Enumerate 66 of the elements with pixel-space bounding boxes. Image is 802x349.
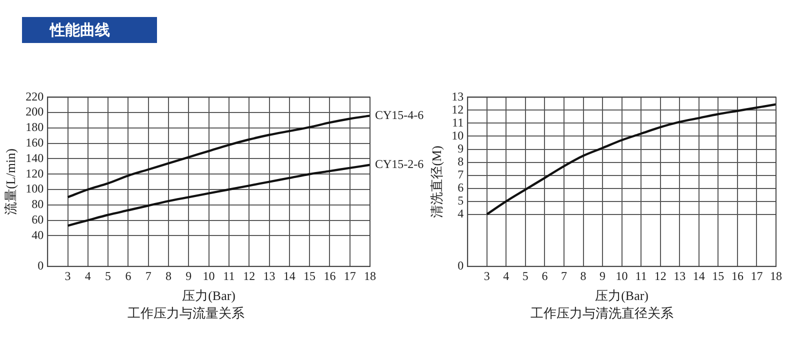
x-tick-label: 18 xyxy=(364,268,376,283)
x-tick-label: 5 xyxy=(522,268,528,283)
y-tick-label: 160 xyxy=(26,136,44,150)
x-tick-label: 8 xyxy=(166,268,172,283)
x-tick-label: 15 xyxy=(304,268,316,283)
y-tick-label: 80 xyxy=(32,197,44,212)
x-tick-label: 17 xyxy=(344,268,356,283)
x-tick-label: 4 xyxy=(84,268,91,283)
x-tick-label: 14 xyxy=(692,268,705,283)
line-series xyxy=(486,103,776,216)
x-tick-label: 12 xyxy=(243,268,256,283)
x-tick-label: 15 xyxy=(712,268,724,283)
y-tick-label: 5 xyxy=(458,193,464,208)
y-tick-label: 60 xyxy=(32,212,44,226)
x-tick-label: 11 xyxy=(635,268,647,283)
y-axis-title: 清洗直径(M) xyxy=(429,146,444,218)
x-tick-label: 7 xyxy=(560,268,567,283)
text: 性能曲线 xyxy=(22,17,157,43)
x-tick-label: 9 xyxy=(186,268,192,283)
x-axis-title: 压力(Bar) xyxy=(595,288,649,304)
x-tick-label: 13 xyxy=(263,268,276,283)
y-tick-label: 0 xyxy=(458,258,464,273)
y-tick-label: 6 xyxy=(458,180,464,194)
x-tick-label: 3 xyxy=(484,268,490,283)
y-tick-label: 140 xyxy=(26,150,44,165)
y-tick-label: 10 xyxy=(452,128,464,142)
y-tick-label: 200 xyxy=(26,104,44,119)
y-tick-label: 11 xyxy=(452,115,464,130)
y-tick-label: 7 xyxy=(458,167,464,182)
y-axis-title: 流量(L/min) xyxy=(3,148,18,216)
y-tick-label: 9 xyxy=(458,141,464,156)
x-tick-label: 6 xyxy=(542,268,548,283)
x-tick-label: 14 xyxy=(283,268,296,283)
x-tick-label: 12 xyxy=(654,268,666,283)
y-tick-label: 4 xyxy=(458,206,464,220)
x-tick-label: 6 xyxy=(125,268,132,283)
x-tick-label: 16 xyxy=(731,268,744,283)
x-tick-label: 3 xyxy=(64,268,71,283)
line-series xyxy=(66,114,370,198)
x-tick-label: 7 xyxy=(145,268,152,283)
x-tick-label: 4 xyxy=(503,268,510,283)
text: 工作压力与清洗直径关系 xyxy=(530,306,674,321)
x-tick-label: 10 xyxy=(202,268,215,283)
x-axis-title: 压力(Bar) xyxy=(182,288,236,304)
y-tick-label: 100 xyxy=(26,182,44,196)
x-tick-label: 17 xyxy=(750,268,763,283)
y-tick-label: 220 xyxy=(26,89,44,104)
y-tick-label: 120 xyxy=(26,166,44,180)
x-tick-label: 16 xyxy=(324,268,336,283)
y-tick-label: 13 xyxy=(452,89,464,104)
text: 工作压力与流量关系 xyxy=(128,306,244,321)
x-tick-label: 8 xyxy=(580,268,586,283)
x-tick-label: 10 xyxy=(616,268,628,283)
y-tick-label: 180 xyxy=(26,120,44,134)
y-tick-label: 40 xyxy=(32,228,44,242)
x-tick-label: 18 xyxy=(770,268,782,283)
series-label: CY15-4-6 xyxy=(375,108,424,122)
x-tick-label: 11 xyxy=(223,268,235,283)
x-tick-label: 5 xyxy=(105,268,112,283)
y-tick-label: 8 xyxy=(458,154,464,168)
y-tick-label: 0 xyxy=(38,258,44,273)
series-label: CY15-2-6 xyxy=(375,157,424,172)
x-tick-label: 13 xyxy=(674,268,686,283)
x-tick-label: 9 xyxy=(600,268,606,283)
y-tick-label: 12 xyxy=(452,102,464,116)
line-series xyxy=(66,164,370,227)
